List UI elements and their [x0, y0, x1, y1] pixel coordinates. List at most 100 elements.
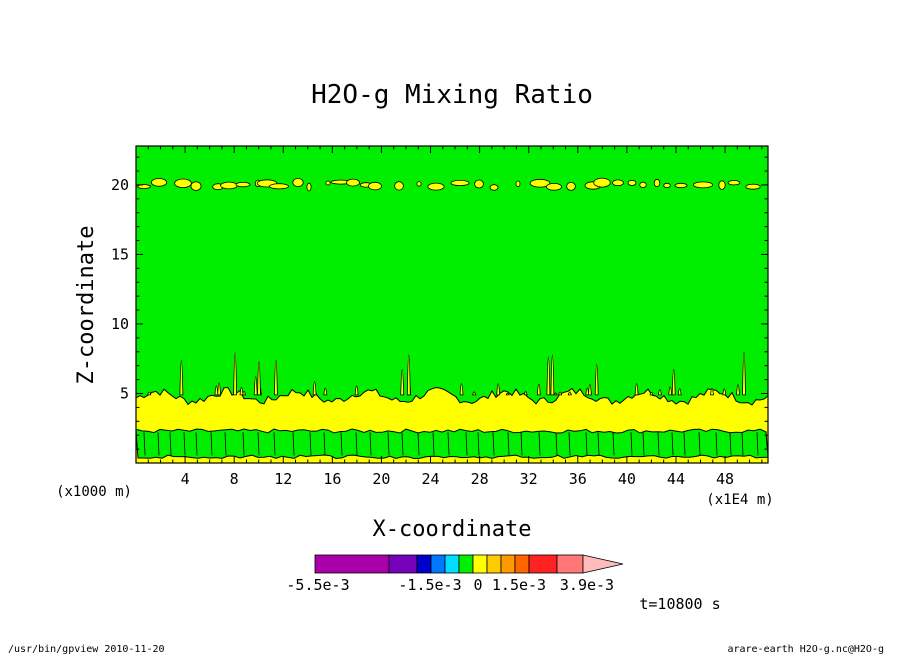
- plume-spike: [736, 384, 740, 396]
- yellow-patch: [220, 181, 238, 190]
- x-tick-label: 40: [618, 470, 636, 488]
- plume-spike: [546, 356, 551, 396]
- plot-frame: [135, 145, 769, 464]
- yellow-patch: [546, 183, 563, 191]
- cell-edge: [369, 432, 372, 456]
- plume-spike: [354, 385, 359, 396]
- yellow-patch: [235, 182, 251, 188]
- plume-spike: [634, 383, 639, 396]
- y-axis-label: Z-coordinate: [74, 226, 99, 385]
- x-tick-label: 8: [230, 470, 239, 488]
- cell-edge: [555, 432, 558, 456]
- y-axis: 5 10 15 20: [111, 156, 768, 450]
- y-tick-label: 20: [111, 176, 129, 194]
- cell-edge: [169, 432, 172, 456]
- plume-spike: [273, 359, 278, 396]
- yellow-patch: [663, 182, 671, 189]
- yellow-patch: [566, 181, 576, 191]
- yellow-patch: [450, 179, 470, 186]
- x-axis-label: X-coordinate: [373, 517, 532, 542]
- cell-edge: [224, 432, 227, 456]
- plume-spike: [677, 388, 682, 396]
- plume-spike: [323, 387, 328, 396]
- x-tick-label: 24: [421, 470, 439, 488]
- cell-edge: [340, 432, 343, 456]
- yellow-patch: [639, 181, 647, 188]
- cell-edge: [401, 432, 404, 456]
- plume-spike: [400, 369, 405, 396]
- time-label: t=10800 s: [639, 595, 720, 613]
- yellow-patch: [292, 177, 304, 187]
- cell-edge: [477, 432, 480, 456]
- yellow-patch: [727, 180, 741, 186]
- yellow-patch: [427, 182, 445, 191]
- plume-spike: [536, 383, 541, 396]
- plume-spike: [657, 389, 662, 396]
- colorbar-swatch: [430, 554, 446, 574]
- cell-edge: [538, 432, 541, 456]
- yellow-patch: [693, 181, 714, 189]
- cell-edge: [417, 432, 420, 456]
- upper-yellow-patches: [137, 177, 761, 192]
- cell-edge: [355, 432, 358, 456]
- plume-spike: [239, 386, 244, 396]
- cell-edge: [323, 432, 326, 456]
- footer-right: arare-earth_H2O-g.nc@H2O-g: [727, 644, 884, 654]
- cell-edge: [292, 432, 295, 456]
- yellow-patch: [653, 178, 661, 188]
- y-tick-label: 10: [111, 315, 129, 333]
- yellow-patch: [529, 178, 551, 188]
- plume-spike: [147, 391, 152, 396]
- cell-edge: [642, 432, 645, 456]
- yellow-patch: [718, 180, 726, 190]
- plume-spike: [523, 391, 528, 396]
- cell-edge: [507, 432, 510, 456]
- yellow-patch: [394, 181, 404, 191]
- plume-spike: [217, 382, 222, 396]
- x-tick-label: 44: [667, 470, 685, 488]
- y-tick-label: 15: [111, 245, 129, 263]
- cell-edge: [568, 432, 571, 456]
- cell-edge: [585, 432, 588, 456]
- x-tick-label: 28: [471, 470, 489, 488]
- plume-spike: [594, 363, 599, 396]
- cell-edge: [273, 432, 276, 456]
- colorbar-swatch: [486, 554, 502, 574]
- yellow-patch: [593, 177, 611, 188]
- colorbar-swatch: [528, 554, 558, 574]
- cell-edge: [492, 432, 495, 456]
- yellow-patch: [190, 181, 202, 191]
- cell-edge: [698, 432, 701, 456]
- cell-edge: [657, 432, 660, 456]
- plume-spike: [459, 383, 464, 396]
- yellow-patch: [306, 182, 312, 192]
- colorbar-label: -1.5e-3: [398, 576, 461, 594]
- yellow-patch: [745, 183, 761, 190]
- cell-edge: [630, 432, 633, 456]
- cell-edge: [612, 432, 615, 456]
- colorbar-swatch: [556, 554, 584, 574]
- cell-edge: [143, 432, 146, 456]
- plot-area: [136, 146, 768, 463]
- yellow-patch: [368, 181, 382, 191]
- plume-spike: [257, 361, 261, 396]
- cell-edge: [520, 432, 523, 456]
- cell-edge: [257, 432, 260, 456]
- cell-edge: [157, 432, 160, 456]
- yellow-patch: [346, 178, 360, 187]
- colorbar: [314, 554, 624, 574]
- colorbar-label: 1.5e-3: [492, 576, 546, 594]
- cell-edge: [432, 432, 435, 456]
- colorbar-swatch: [514, 554, 530, 574]
- plume-spike: [710, 387, 714, 396]
- x-tick-label: 12: [274, 470, 292, 488]
- yellow-patch: [474, 179, 484, 189]
- x-tick-label: 48: [716, 470, 734, 488]
- plume-spike: [567, 391, 572, 396]
- colorbar-swatch: [500, 554, 516, 574]
- cell-edge: [242, 432, 245, 456]
- colorbar-labels: -5.5e-3 -1.5e-3 0 1.5e-3 3.9e-3: [286, 576, 614, 594]
- colorbar-label: -5.5e-3: [286, 576, 349, 594]
- plume-spikes: [147, 352, 746, 396]
- colorbar-arrow: [582, 554, 624, 574]
